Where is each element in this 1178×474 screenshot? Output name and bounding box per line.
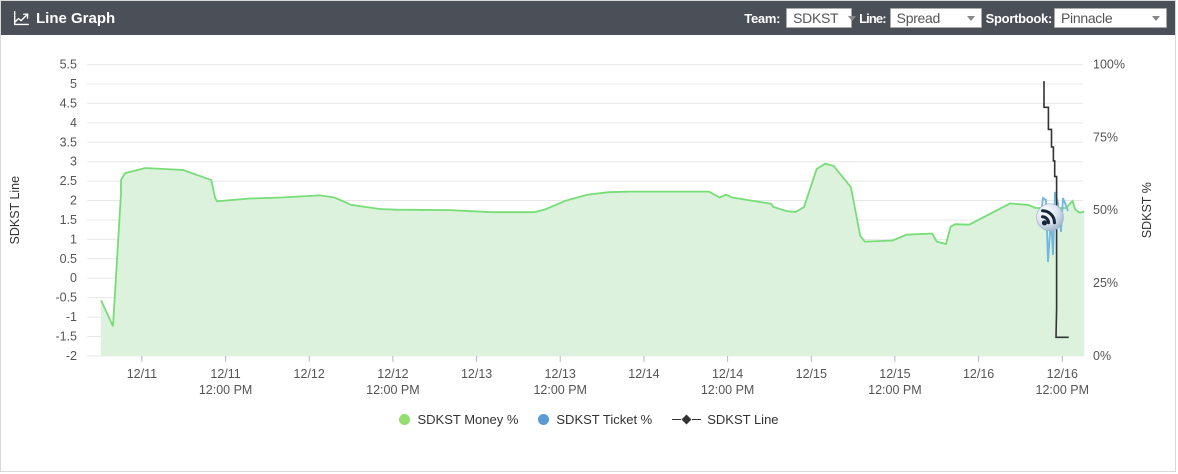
svg-text:12/13: 12/13 xyxy=(461,367,492,381)
svg-text:12:00 PM: 12:00 PM xyxy=(701,383,755,397)
svg-text:1.5: 1.5 xyxy=(60,213,77,227)
svg-text:12/12: 12/12 xyxy=(294,367,325,381)
svg-text:12/12: 12/12 xyxy=(377,367,408,381)
svg-text:12:00 PM: 12:00 PM xyxy=(199,383,253,397)
svg-text:3: 3 xyxy=(70,155,77,169)
svg-text:12/11: 12/11 xyxy=(127,367,157,381)
svg-text:2: 2 xyxy=(70,194,77,208)
svg-text:-2: -2 xyxy=(66,349,77,363)
svg-text:12:00 PM: 12:00 PM xyxy=(1036,383,1090,397)
svg-text:3.5: 3.5 xyxy=(60,135,77,149)
svg-text:1: 1 xyxy=(70,232,77,246)
svg-text:12:00 PM: 12:00 PM xyxy=(868,383,922,397)
svg-text:-1: -1 xyxy=(66,310,77,324)
svg-text:12/11: 12/11 xyxy=(210,367,240,381)
svg-text:12/15: 12/15 xyxy=(879,367,910,381)
svg-text:12/15: 12/15 xyxy=(796,367,827,381)
svg-text:12/14: 12/14 xyxy=(628,367,659,381)
svg-text:12:00 PM: 12:00 PM xyxy=(366,383,420,397)
svg-text:-0.5: -0.5 xyxy=(55,291,77,305)
svg-text:0.5: 0.5 xyxy=(60,252,77,266)
svg-text:12/16: 12/16 xyxy=(963,367,994,381)
svg-text:2.5: 2.5 xyxy=(60,174,77,188)
svg-text:SDKST %: SDKST % xyxy=(1140,182,1154,238)
svg-text:4.5: 4.5 xyxy=(60,96,77,110)
svg-text:12/14: 12/14 xyxy=(712,367,743,381)
svg-text:0: 0 xyxy=(70,271,77,285)
svg-text:12/16: 12/16 xyxy=(1047,367,1078,381)
svg-text:100%: 100% xyxy=(1093,58,1125,72)
svg-text:5: 5 xyxy=(70,77,77,91)
svg-text:50%: 50% xyxy=(1093,203,1118,217)
svg-text:SDKST Line: SDKST Line xyxy=(8,176,22,245)
svg-text:12:00 PM: 12:00 PM xyxy=(533,383,587,397)
svg-text:-1.5: -1.5 xyxy=(55,330,77,344)
svg-text:75%: 75% xyxy=(1093,130,1118,144)
svg-text:4: 4 xyxy=(70,116,77,130)
svg-text:5.5: 5.5 xyxy=(60,58,77,72)
svg-text:25%: 25% xyxy=(1093,276,1118,290)
svg-text:0%: 0% xyxy=(1093,349,1111,363)
svg-text:12/13: 12/13 xyxy=(545,367,576,381)
